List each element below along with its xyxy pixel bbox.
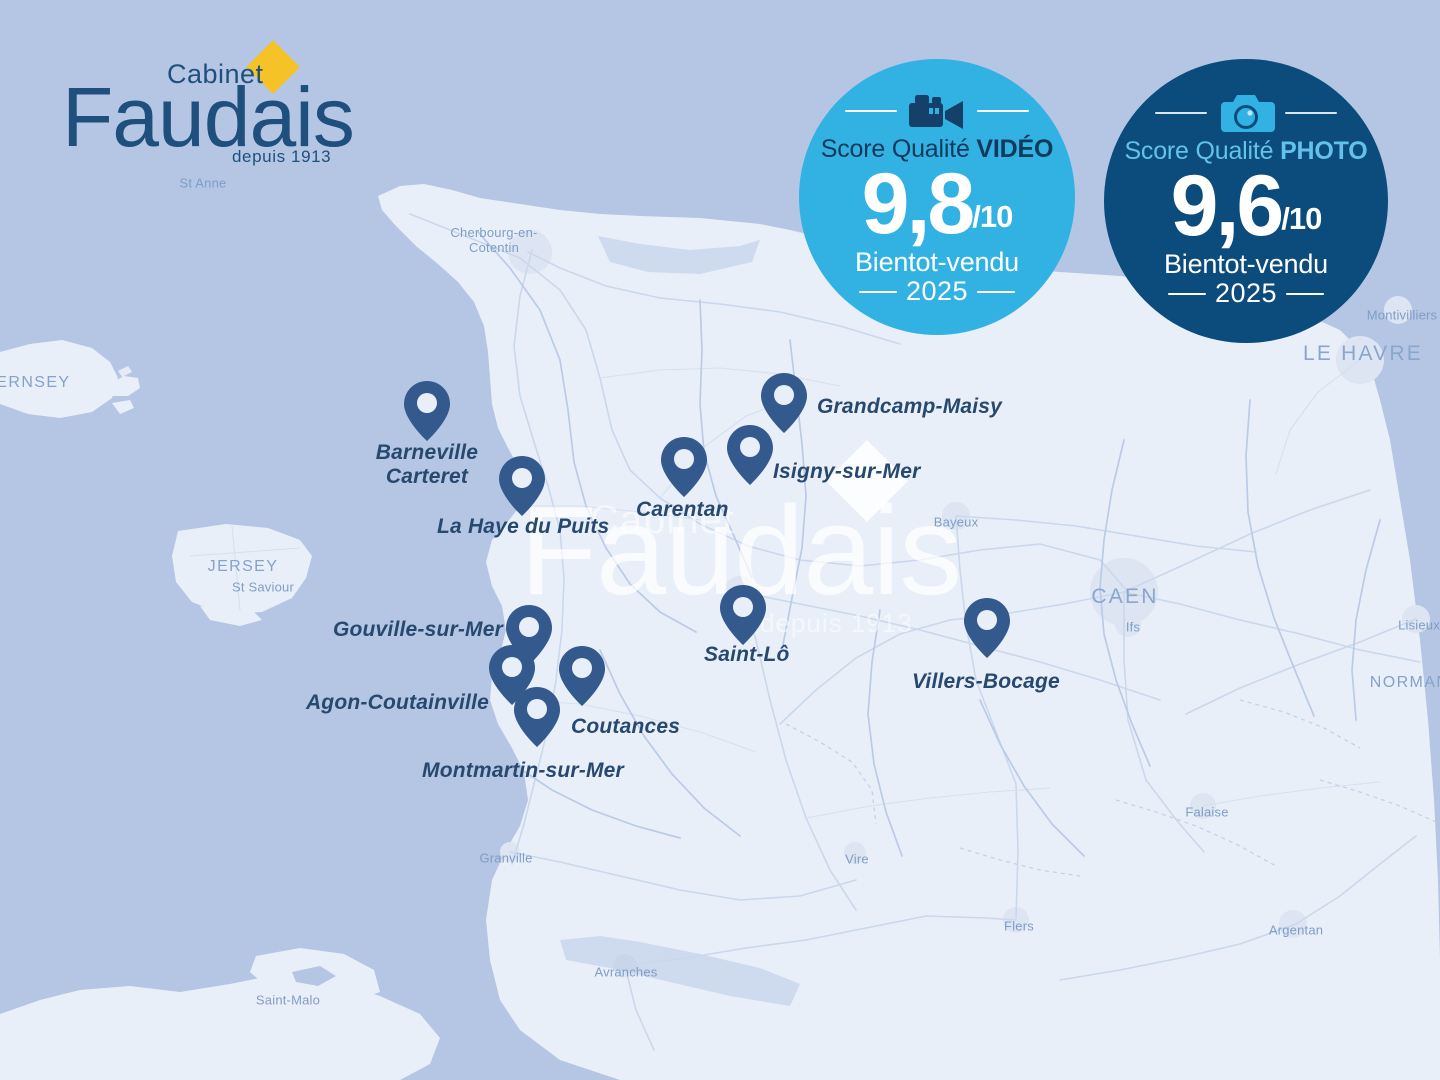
map-pin-barneville-carteret[interactable] bbox=[403, 380, 451, 442]
channel-islands bbox=[0, 340, 312, 626]
badge-video-title-prefix: Score Qualité bbox=[820, 135, 977, 163]
badge-photo-year-row: 2025 bbox=[1167, 278, 1325, 309]
map-pin-la-haye-du-puits[interactable] bbox=[498, 455, 546, 517]
badge-photo-title-strong: PHOTO bbox=[1280, 137, 1368, 165]
rule-left bbox=[1155, 112, 1207, 114]
badge-photo-title: Score Qualité PHOTO bbox=[1124, 137, 1367, 166]
map-pin-grandcamp-maisy[interactable] bbox=[760, 372, 808, 434]
rule-right bbox=[1285, 112, 1337, 114]
map-pin-saint-lo[interactable] bbox=[719, 584, 767, 646]
rule-right bbox=[1286, 292, 1325, 295]
map-pin-coutances[interactable] bbox=[558, 645, 606, 707]
badge-photo-score-denominator: /10 bbox=[1281, 200, 1322, 236]
photo-camera-icon bbox=[1221, 95, 1275, 132]
rule-left bbox=[845, 110, 897, 112]
badge-video-score-value: 9,8 bbox=[861, 156, 976, 252]
rule-right bbox=[977, 290, 1016, 293]
map-pin-isigny-sur-mer[interactable] bbox=[726, 424, 774, 486]
quality-score-badge-photo: Score Qualité PHOTO 9,6 /10 Bientot-vend… bbox=[1104, 59, 1388, 343]
badge-photo-score-value: 9,6 bbox=[1170, 158, 1285, 254]
quality-score-badge-video: Score Qualité VIDÉO 9,8 /10 Bientot-vend… bbox=[799, 59, 1075, 335]
logo-since: depuis 1913 bbox=[232, 147, 332, 166]
badge-video-title: Score Qualité VIDÉO bbox=[820, 135, 1054, 164]
logo-cabinet: Cabinet bbox=[167, 59, 264, 89]
rule-right bbox=[977, 110, 1029, 112]
rule-left bbox=[1167, 292, 1206, 295]
badge-photo-score: 9,6 /10 bbox=[1170, 158, 1323, 254]
badge-photo-subtitle: Bientot-vendu bbox=[1163, 249, 1328, 280]
badge-video-year: 2025 bbox=[905, 276, 969, 307]
badge-video-score: 9,8 /10 bbox=[861, 156, 1014, 252]
logo-name: Faudais bbox=[62, 70, 355, 164]
map-pin-montmartin-sur-mer[interactable] bbox=[513, 686, 561, 748]
badge-video-icon-row bbox=[799, 89, 1075, 133]
map-pin-agon-coutainville[interactable] bbox=[488, 644, 536, 706]
badge-photo-title-prefix: Score Qualité bbox=[1124, 137, 1281, 165]
map-pin-villers-bocage[interactable] bbox=[963, 597, 1011, 659]
rule-left bbox=[858, 290, 897, 293]
badge-video-year-row: 2025 bbox=[858, 276, 1016, 307]
badge-photo-year: 2025 bbox=[1214, 278, 1278, 309]
admin-boundaries bbox=[785, 699, 1437, 877]
map-pin-carentan[interactable] bbox=[660, 436, 708, 498]
badge-video-title-strong: VIDÉO bbox=[976, 135, 1054, 163]
badge-video-score-denominator: /10 bbox=[972, 198, 1013, 234]
badge-video-subtitle: Bientot-vendu bbox=[854, 247, 1019, 278]
brand-logo: Faudais Cabinet depuis 1913 bbox=[62, 40, 355, 173]
badge-photo-icon-row bbox=[1104, 91, 1388, 135]
video-camera-icon bbox=[909, 95, 963, 129]
rivers bbox=[477, 231, 1381, 857]
